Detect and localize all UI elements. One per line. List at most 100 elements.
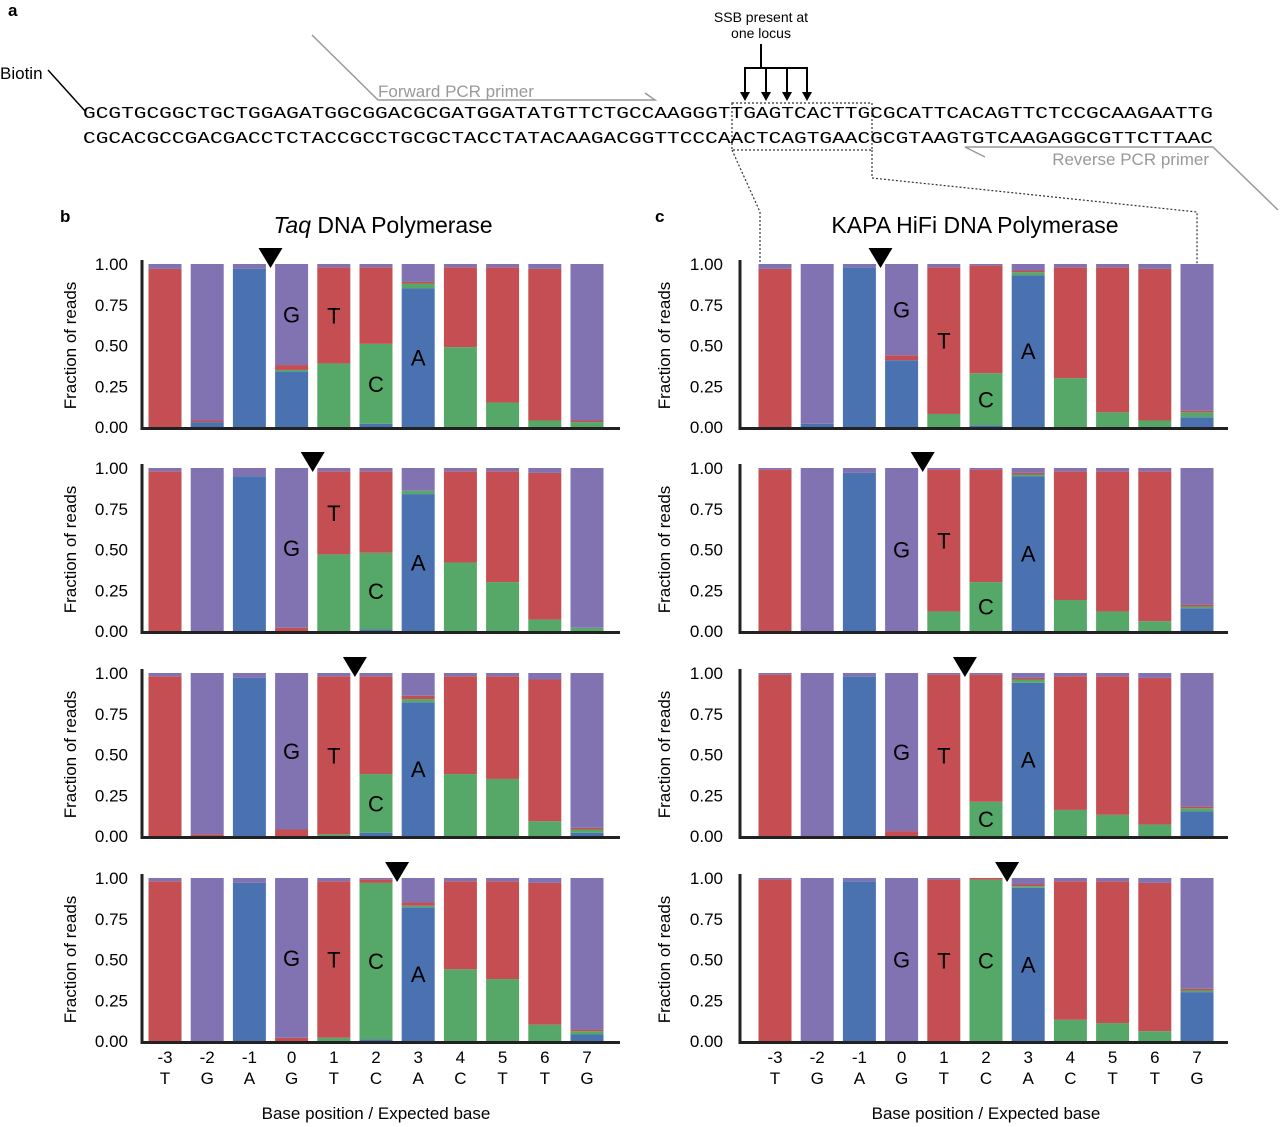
bar-segment-C-pos3 (401, 283, 435, 289)
zoom-region-dotted-box (731, 102, 1198, 265)
bar-segment-T-pos-3 (148, 676, 182, 836)
bar-segment-G-pos4 (443, 673, 477, 677)
bar-segment-A-pos-2 (800, 423, 834, 427)
x-tick-position: -2 (200, 1048, 215, 1067)
cut-site-marker-icon (995, 862, 1020, 882)
bar-segment-T-pos3 (401, 695, 435, 700)
chart-title: KAPA HiFi DNA Polymerase (831, 212, 1118, 238)
bar-segment-G-pos0 (885, 878, 919, 1041)
x-tick-expected-base: A (1023, 1069, 1035, 1088)
cut-site-marker-icon (952, 657, 977, 677)
y-tick-label: 0.75 (95, 500, 128, 519)
bar-segment-G-pos5 (486, 264, 520, 268)
bar-segment-A-pos3 (1011, 682, 1045, 836)
bar-segment-T-pos6 (528, 679, 562, 822)
bar-segment-C-pos7 (1180, 808, 1214, 812)
bar-segment-G-pos2 (969, 264, 1003, 266)
y-tick-label: 0.75 (95, 705, 128, 724)
base-annotation-G: G (893, 740, 910, 765)
panel-label-c: c (655, 207, 664, 226)
y-tick-label: 0.00 (690, 1032, 723, 1051)
x-tick-expected-base: T (160, 1069, 170, 1088)
base-annotation-A: A (1021, 542, 1036, 567)
bar-segment-C-pos2 (359, 343, 393, 424)
bar-segment-T-pos3 (1011, 472, 1045, 475)
bar-segment-T-pos1 (317, 881, 351, 1038)
bar-segment-T-pos0 (885, 831, 919, 836)
y-tick-label: 0.00 (690, 418, 723, 437)
y-tick-label: 0.50 (690, 951, 723, 970)
bar-segment-C-pos6 (528, 1024, 562, 1041)
base-annotation-A: A (1021, 747, 1036, 772)
bar-segment-T-pos3 (401, 902, 435, 906)
x-tick-expected-base: T (1107, 1069, 1117, 1088)
bar-segment-T-pos3 (401, 281, 435, 284)
bar-segment-T-pos5 (486, 267, 520, 403)
bar-segment-C-pos5 (1096, 611, 1130, 631)
bar-segment-C-pos7 (570, 422, 604, 427)
bottom-strand-sequence: CGCACGCCGACGACCTCTACCGCCTGCGCTACCTATACAA… (83, 130, 1213, 149)
bar-segment-C-pos0 (275, 369, 309, 372)
bar-segment-G-pos4 (443, 468, 477, 472)
bar-segment-C-pos7 (1180, 412, 1214, 418)
bar-segment-G-pos7 (570, 878, 604, 1030)
bar-segment-G-pos5 (486, 468, 520, 472)
x-tick-expected-base: C (980, 1069, 992, 1088)
bar-segment-C-pos4 (1053, 378, 1087, 427)
bar-segment-T-pos-2 (190, 834, 224, 836)
bar-segment-T-pos1 (927, 879, 961, 1041)
subplot-row-2: G T C A 0.00 0.25 0.50 0.75 1.00 Fraction of read… (655, 452, 1228, 641)
bar-segment-C-pos6 (1138, 420, 1172, 427)
bar-segment-T-pos1 (927, 469, 961, 612)
reverse-primer-line (964, 146, 1279, 211)
subplot-row-3: G T C A 0.00 0.25 0.50 0.75 1.00 Fraction of read… (655, 657, 1228, 846)
bar-segment-T-pos7 (570, 827, 604, 830)
y-tick-label: 1.00 (690, 664, 723, 683)
y-tick-label: 0.00 (690, 827, 723, 846)
bar-segment-T-pos-2 (190, 420, 224, 423)
y-axis-label: Fraction of reads (655, 691, 674, 819)
bar-segment-A-pos7 (1180, 992, 1214, 1041)
bar-segment-T-pos4 (443, 676, 477, 775)
y-axis-label: Fraction of reads (61, 282, 80, 410)
bar-segment-G-pos-1 (842, 468, 876, 473)
bar-segment-T-pos7 (570, 1029, 604, 1032)
biotin-label: Biotin (0, 64, 43, 83)
bar-segment-T-pos6 (1138, 882, 1172, 1032)
y-axis-label: Fraction of reads (61, 486, 80, 614)
panel-a: a Biotin GCGTGCGGCTGCTGGAGATGGCGGACGCGAT… (0, 1, 1279, 265)
base-annotation-A: A (1021, 339, 1036, 364)
x-tick-expected-base: G (285, 1069, 298, 1088)
x-tick-position: 3 (1023, 1048, 1032, 1067)
bar-segment-G-pos0 (885, 468, 919, 631)
bar-segment-A-pos3 (1011, 476, 1045, 631)
bar-segment-C-pos3 (1011, 679, 1045, 683)
x-tick-expected-base: A (413, 1069, 425, 1088)
x-tick-expected-base: A (244, 1069, 256, 1088)
bar-segment-T-pos6 (528, 882, 562, 1025)
y-tick-label: 0.25 (95, 786, 128, 805)
panel-label-a: a (8, 1, 18, 20)
bar-segment-G-pos0 (275, 468, 309, 628)
bar-segment-G-pos1 (317, 264, 351, 268)
bar-segment-C-pos5 (486, 582, 520, 631)
bar-segment-T-pos0 (275, 365, 309, 370)
bar-segment-G-pos4 (1053, 264, 1087, 268)
bar-segment-A-pos2 (359, 1039, 393, 1041)
bar-segment-T-pos1 (317, 676, 351, 835)
base-annotation-C: C (978, 387, 994, 412)
bar-segment-C-pos3 (401, 490, 435, 495)
x-tick-position: 7 (1192, 1048, 1201, 1067)
bar-segment-G-pos5 (1096, 878, 1130, 882)
chart-title-text: KAPA HiFi DNA Polymerase (831, 212, 1118, 238)
bar-segment-G-pos-3 (758, 878, 792, 880)
y-tick-label: 1.00 (690, 255, 723, 274)
bar-segment-T-pos5 (486, 676, 520, 779)
y-tick-label: 0.00 (95, 1032, 128, 1051)
bar-segment-T-pos7 (1180, 410, 1214, 413)
bar-segment-T-pos-3 (148, 471, 182, 631)
bar-segment-T-pos7 (1180, 988, 1214, 991)
chart-title-text: DNA Polymerase (311, 212, 493, 238)
bar-segment-T-pos2 (969, 265, 1003, 374)
bar-segment-A-pos-1 (842, 676, 876, 836)
